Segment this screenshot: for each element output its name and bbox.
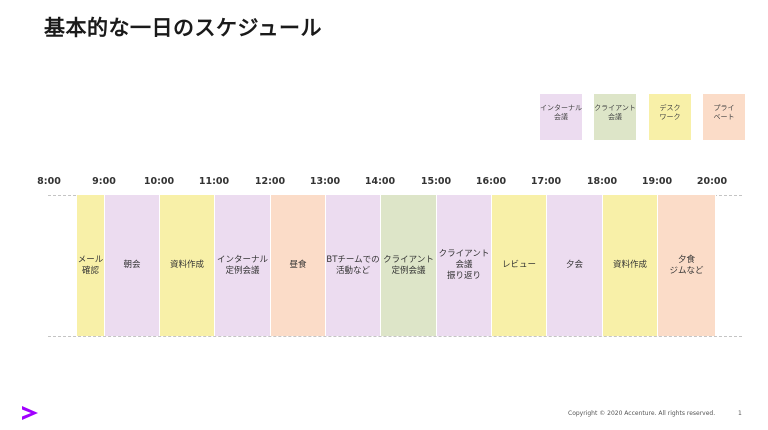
page-title: 基本的な一日のスケジュール [44,16,323,40]
time-label: 12:00 [254,176,286,187]
time-label: 17:00 [530,176,562,187]
schedule-block-dinner-gym: 夕食 ジムなど [658,195,716,336]
accenture-logo-icon [22,406,38,420]
copyright-text: Copyright © 2020 Accenture. All rights r… [568,410,716,417]
schedule-block-morning-meeting: 朝会 [105,195,160,336]
time-label: 9:00 [92,176,116,187]
time-label: 8:00 [37,176,61,187]
time-label: 16:00 [475,176,507,187]
schedule-block-review: レビュー [492,195,547,336]
schedule-block-email-check: メール 確認 [77,195,105,336]
schedule-block-evening-meeting: 夕会 [547,195,603,336]
schedule-block-client-review: クライアント会議 振り返り [437,195,492,336]
time-label: 15:00 [420,176,452,187]
time-label: 13:00 [309,176,341,187]
schedule-block-lunch: 昼食 [271,195,326,336]
time-label: 19:00 [641,176,673,187]
page-number: 1 [738,410,742,417]
time-label: 18:00 [586,176,618,187]
schedule-block-document-creation-2: 資料作成 [603,195,658,336]
timeline-bottom-divider [48,336,742,337]
schedule-block-bt-team-activity: BTチームでの 活動など [326,195,381,336]
schedule-block-client-meeting: クライアント 定例会議 [381,195,437,336]
time-label: 14:00 [364,176,396,187]
schedule-block-internal-meeting: インターナル 定例会議 [215,195,271,336]
time-label: 11:00 [198,176,230,187]
legend-client-meeting: クライアント 会議 [594,94,636,140]
schedule-block-document-creation: 資料作成 [160,195,215,336]
legend-desk-work: デスク ワーク [649,94,691,140]
time-label: 10:00 [143,176,175,187]
legend-internal-meeting: インターナル 会議 [540,94,582,140]
time-label: 20:00 [696,176,728,187]
legend-private: プライ ベート [703,94,745,140]
